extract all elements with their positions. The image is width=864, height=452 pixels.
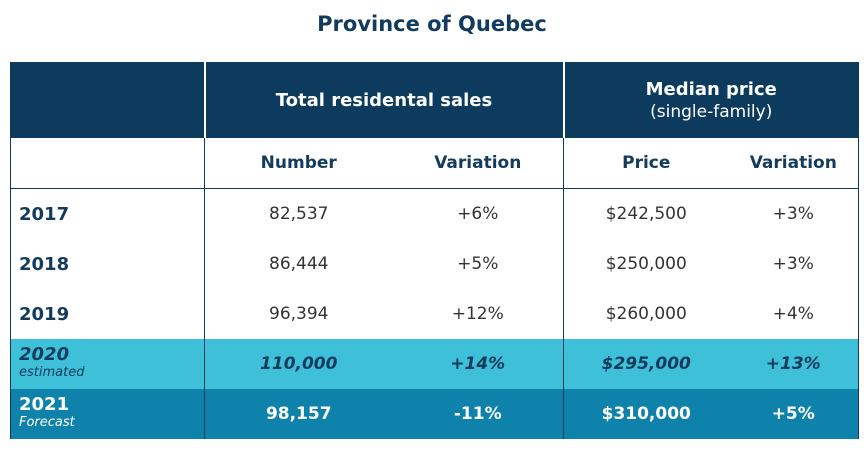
year-cell: 2018 [10,239,205,289]
year-note: estimated [19,365,85,380]
value-cell: +5% [392,239,564,289]
year-cell: 2017 [10,188,205,239]
data-row: 2020 estimated 110,000 +14% $295,000 +13% [10,339,859,389]
empty-cell [10,62,206,138]
year: 2017 [19,203,70,225]
title: Province of Quebec [317,12,547,36]
year: 2020 [19,344,70,365]
value-cell: +4% [772,304,814,324]
data-row: 2017 82,537 +6% $242,500 +3% [10,188,859,239]
value-cell: $250,000 [605,254,687,274]
data-row: 2018 86,444 +5% $250,000 +3% [10,239,859,289]
group-header: Total residental sales [204,62,565,138]
column-header: Variation [392,138,564,189]
value-cell: 98,157 [204,389,393,439]
data-row: 2019 96,394 +12% $260,000 +4% [10,289,859,339]
value-cell: -11% [392,389,564,439]
year-cell: 2020 estimated [10,339,205,389]
value-cell: +5% [728,389,859,439]
value-cell: +6% [392,188,564,239]
group-header-row: Total residental sales Median price (sing… [10,62,859,138]
value-cell: +3% [772,254,814,274]
group-subtitle: (single-family) [650,101,773,122]
group-title: Total residental sales [275,89,493,111]
column-header: Price [563,138,729,189]
value-cell: +12% [392,289,564,339]
sales-table: Total residental sales Median price (sing… [10,62,859,439]
year: 2018 [19,253,70,275]
year-note: Forecast [19,415,75,430]
column-header-row: Number Variation Price Variation [10,138,859,189]
column-header: Variation [728,138,859,189]
value-cell: 82,537 [269,204,329,224]
group-header: Median price (single-family) [563,62,859,138]
year: 2021 [19,394,70,415]
column-header: Number [204,138,393,189]
value-cell: +3% [772,204,814,224]
value-cell: $260,000 [605,304,687,324]
data-row: 2021 Forecast 98,157 -11% $310,000 +5% [10,389,859,439]
value-cell: +13% [728,339,859,389]
value-cell: $295,000 [563,339,729,389]
value-cell: 110,000 [204,339,393,389]
value-cell: +14% [392,339,564,389]
value-cell: $242,500 [605,204,687,224]
value-cell: 86,444 [269,254,329,274]
year: 2019 [19,303,70,325]
group-title: Median price [645,78,777,100]
value-cell: 96,394 [269,304,329,324]
year-cell: 2019 [10,289,205,339]
year-cell: 2021 Forecast [10,389,205,439]
empty-cell [10,138,205,189]
value-cell: $310,000 [563,389,729,439]
